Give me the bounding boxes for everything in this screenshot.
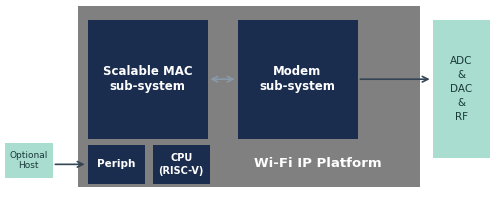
Text: Modem
sub-system: Modem sub-system [260,65,336,93]
Text: Scalable MAC
sub-system: Scalable MAC sub-system [102,65,192,93]
FancyBboxPatch shape [88,145,145,184]
FancyBboxPatch shape [238,20,358,139]
FancyBboxPatch shape [5,143,52,178]
Text: CPU
(RISC-V): CPU (RISC-V) [158,153,204,176]
FancyBboxPatch shape [78,6,420,187]
Text: Optional
Host: Optional Host [10,151,48,170]
Text: Periph: Periph [97,159,136,169]
FancyBboxPatch shape [152,145,210,184]
FancyBboxPatch shape [88,20,208,139]
Text: ADC
&
DAC
&
RF: ADC & DAC & RF [450,56,472,122]
FancyBboxPatch shape [432,20,490,158]
Text: Wi-Fi IP Platform: Wi-Fi IP Platform [254,157,382,170]
